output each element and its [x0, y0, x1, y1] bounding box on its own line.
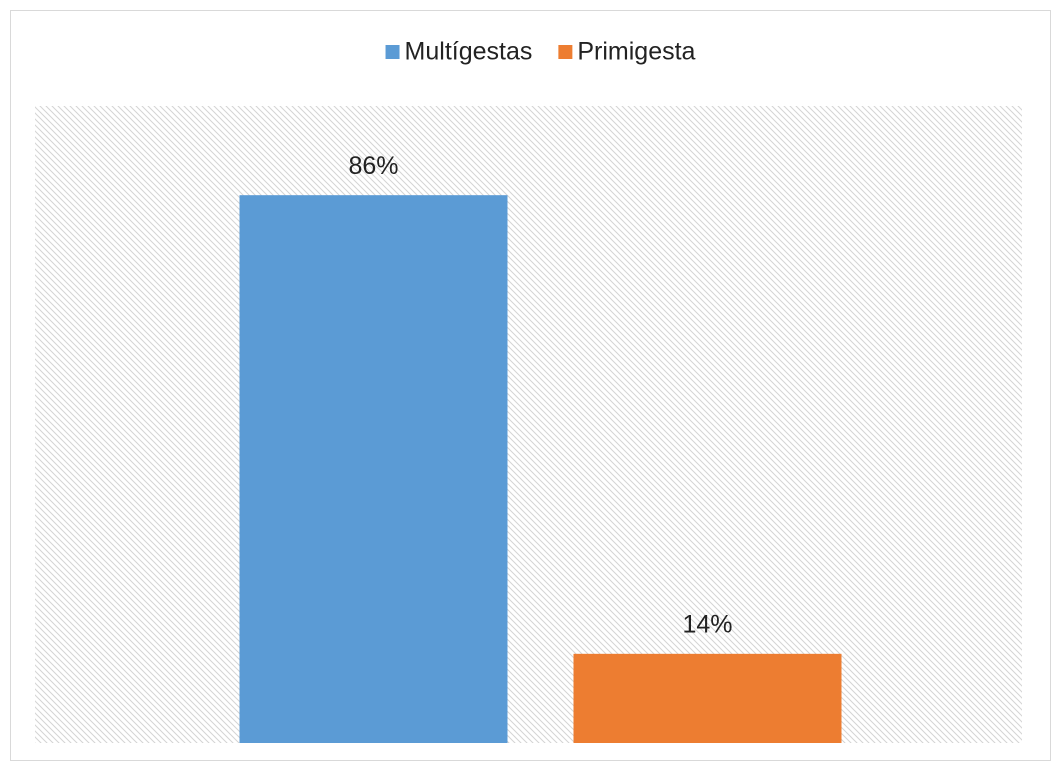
legend-swatch [385, 45, 400, 59]
legend-label: Multígestas [405, 38, 533, 66]
data-label: 14% [682, 610, 732, 638]
bar [239, 195, 508, 743]
legend-label: Primigesta [577, 38, 695, 66]
bar [573, 653, 842, 743]
data-label: 86% [348, 152, 398, 180]
legend-swatch [558, 45, 573, 59]
plot-area [35, 106, 1022, 743]
